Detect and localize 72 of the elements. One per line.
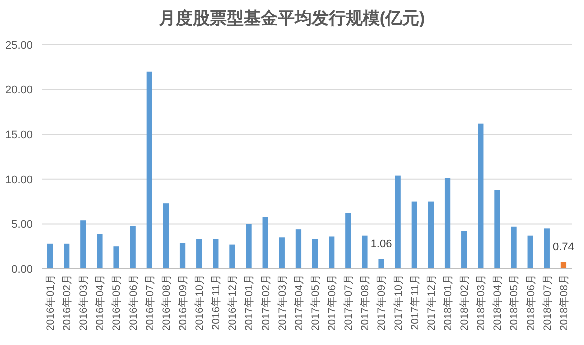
x-tick-label: 2017年05月 [310, 274, 322, 332]
bar [312, 239, 318, 269]
x-tick-label: 2017年09月 [376, 274, 388, 332]
bar [97, 234, 103, 269]
bar [494, 190, 500, 269]
bar [528, 236, 534, 269]
x-tick-label: 2017年11月 [409, 274, 422, 330]
bar [346, 213, 352, 269]
bar [544, 228, 550, 269]
data-label: 0.74 [553, 241, 574, 254]
y-tick-label: 0.00 [12, 264, 33, 276]
y-tick-label: 10.00 [5, 174, 33, 186]
chart-title: 月度股票型基金平均发行规模(亿元) [158, 9, 426, 28]
x-tick-label: 2018年07月 [542, 274, 554, 332]
bar [296, 230, 302, 269]
x-tick-label: 2016年07月 [144, 274, 156, 332]
x-tick-label: 2017年07月 [343, 274, 356, 332]
bar [329, 236, 335, 269]
bar [130, 226, 136, 269]
bar [47, 244, 54, 269]
x-tick-label: 2016年03月 [78, 274, 90, 332]
x-tick-label: 2016年08月 [160, 274, 173, 332]
x-tick-label: 2017年10月 [392, 274, 405, 332]
bar [412, 202, 418, 269]
bar [362, 236, 368, 269]
bar [163, 204, 170, 269]
data-label: 1.06 [370, 238, 392, 250]
bar [478, 124, 484, 269]
x-tick-label: 2016年09月 [177, 274, 190, 332]
x-tick-label: 2016年11月 [210, 274, 223, 330]
bar [146, 72, 152, 269]
x-tick-label: 2017年12月 [426, 274, 438, 332]
x-tick-label: 2018年03月 [476, 274, 488, 332]
x-tick-label: 2018年06月 [525, 274, 538, 332]
bar [80, 220, 86, 269]
y-tick-label: 20.00 [5, 84, 33, 97]
bar [114, 246, 120, 269]
x-tick-label: 2018年02月 [459, 274, 472, 332]
x-tick-label: 2017年04月 [293, 274, 306, 332]
x-tick-label: 2016年12月 [227, 274, 240, 332]
bar [279, 238, 285, 269]
bar [180, 243, 186, 269]
x-tick-label: 2016年04月 [94, 274, 107, 332]
bar [428, 202, 434, 269]
x-tick-label: 2016年02月 [62, 274, 74, 332]
bar [395, 176, 401, 269]
y-tick-label: 15.00 [5, 129, 33, 142]
x-tick-label: 2016年10月 [194, 274, 206, 332]
bar [196, 239, 202, 269]
x-tick-label: 2018年05月 [508, 274, 521, 332]
bar [246, 224, 252, 269]
bar [230, 244, 236, 269]
bar [511, 226, 517, 269]
x-tick-label: 2017年06月 [326, 274, 339, 332]
x-tick-label: 2017年08月 [360, 274, 372, 332]
x-tick-label: 2018年04月 [492, 274, 504, 332]
bar [444, 178, 451, 269]
y-tick-label: 5.00 [12, 219, 33, 232]
bar [64, 244, 70, 269]
bar [262, 217, 268, 269]
x-tick-label: 2016年05月 [111, 274, 124, 332]
bar [378, 260, 384, 269]
x-tick-label: 2017年01月 [244, 274, 256, 332]
x-tick-label: 2017年03月 [276, 274, 289, 332]
x-tick-label: 2018年01月 [442, 274, 454, 332]
bar [462, 231, 468, 269]
x-tick-label: 2017年02月 [260, 274, 272, 332]
y-tick-label: 25.00 [5, 40, 33, 52]
x-tick-label: 2018年08月 [558, 274, 570, 332]
x-tick-label: 2016年01月 [44, 274, 57, 332]
x-tick-label: 2016年06月 [128, 274, 140, 332]
bar [213, 239, 219, 269]
